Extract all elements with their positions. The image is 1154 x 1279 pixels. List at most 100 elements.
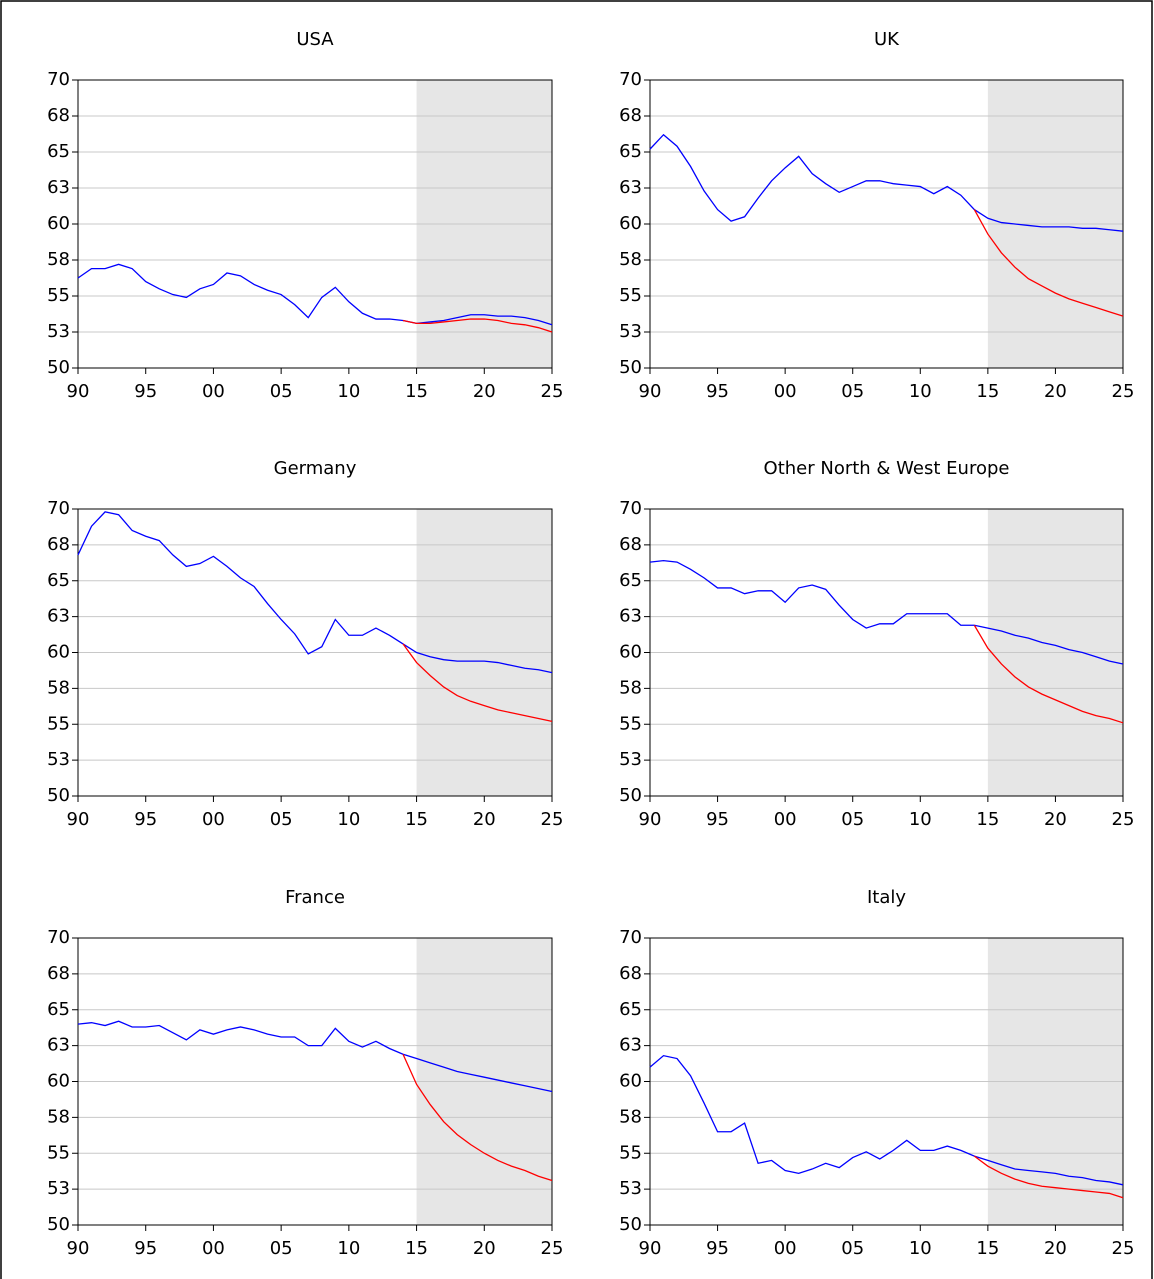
x-tick-label: 10	[337, 381, 360, 402]
x-tick-label: 95	[706, 1238, 729, 1259]
x-tick-label: 15	[976, 1238, 999, 1259]
plot-frame	[77, 79, 553, 369]
x-tick-label: 15	[976, 809, 999, 830]
x-tick-label: 00	[202, 1238, 225, 1259]
y-tick-label: 55	[47, 1142, 70, 1163]
y-tick-label: 53	[619, 1178, 642, 1199]
panel-title: UK	[874, 29, 900, 50]
x-tick-label: 15	[405, 809, 428, 830]
y-tick-label: 68	[619, 963, 642, 984]
y-tick-label: 65	[47, 999, 70, 1020]
plot-frame	[649, 508, 1124, 797]
x-tick-label: 90	[67, 809, 90, 830]
x-tick-label: 90	[639, 809, 662, 830]
y-tick-label: 50	[47, 1214, 70, 1235]
series-line	[77, 511, 553, 674]
y-tick-label: 60	[47, 642, 70, 663]
y-tick-label: 55	[47, 285, 70, 306]
y-tick-label: 70	[619, 69, 642, 90]
panel-title: Other North & West Europe	[764, 458, 1010, 479]
y-tick-label: 70	[619, 498, 642, 519]
y-tick-label: 50	[619, 357, 642, 378]
x-tick-label: 00	[774, 381, 797, 402]
x-tick-label: 20	[1044, 381, 1067, 402]
x-tick-label: 00	[202, 381, 225, 402]
y-tick-label: 50	[47, 357, 70, 378]
y-tick-label: 65	[619, 570, 642, 591]
x-tick-label: 25	[541, 1238, 564, 1259]
series-line	[649, 1054, 1124, 1186]
y-tick-label: 58	[47, 1106, 70, 1127]
x-tick-label: 25	[1112, 1238, 1135, 1259]
x-tick-label: 20	[1044, 809, 1067, 830]
series-line	[973, 624, 1124, 724]
y-tick-label: 63	[619, 177, 642, 198]
x-tick-label: 10	[909, 809, 932, 830]
y-tick-label: 60	[619, 1071, 642, 1092]
y-tick-label: 58	[619, 1106, 642, 1127]
x-tick-label: 10	[337, 1238, 360, 1259]
series-line	[973, 209, 1124, 317]
x-tick-label: 15	[405, 381, 428, 402]
y-tick-label: 50	[47, 785, 70, 806]
series-line	[77, 263, 553, 326]
x-tick-label: 95	[134, 809, 157, 830]
x-tick-label: 25	[1112, 381, 1135, 402]
panel-title: Germany	[274, 458, 357, 479]
y-tick-label: 58	[619, 249, 642, 270]
x-tick-label: 20	[473, 381, 496, 402]
panel-title: Italy	[867, 887, 906, 908]
x-tick-label: 20	[473, 809, 496, 830]
y-tick-label: 53	[619, 749, 642, 770]
series-line	[649, 133, 1124, 232]
x-tick-label: 05	[841, 1238, 864, 1259]
y-tick-label: 68	[47, 105, 70, 126]
x-tick-label: 15	[976, 381, 999, 402]
y-tick-label: 58	[47, 249, 70, 270]
y-tick-label: 55	[47, 713, 70, 734]
y-tick-label: 53	[619, 321, 642, 342]
plot-frame	[77, 508, 553, 797]
y-tick-label: 63	[47, 606, 70, 627]
x-tick-label: 05	[270, 1238, 293, 1259]
x-tick-label: 05	[270, 809, 293, 830]
y-tick-label: 63	[619, 1035, 642, 1056]
y-tick-label: 70	[619, 927, 642, 948]
series-line	[402, 318, 553, 333]
y-tick-label: 58	[619, 677, 642, 698]
x-tick-label: 20	[473, 1238, 496, 1259]
x-tick-label: 25	[541, 381, 564, 402]
x-tick-label: 95	[134, 1238, 157, 1259]
x-tick-label: 95	[706, 809, 729, 830]
x-tick-label: 05	[841, 809, 864, 830]
x-tick-label: 15	[405, 1238, 428, 1259]
y-tick-label: 53	[47, 321, 70, 342]
series-line	[973, 1155, 1124, 1199]
y-tick-label: 65	[47, 570, 70, 591]
x-tick-label: 00	[202, 809, 225, 830]
series-line	[77, 1020, 553, 1093]
y-tick-label: 63	[619, 606, 642, 627]
plot-frame	[649, 79, 1124, 369]
y-tick-label: 68	[47, 963, 70, 984]
y-tick-label: 68	[619, 105, 642, 126]
y-tick-label: 70	[47, 69, 70, 90]
x-tick-label: 20	[1044, 1238, 1067, 1259]
y-tick-label: 50	[619, 1214, 642, 1235]
x-tick-label: 95	[134, 381, 157, 402]
y-tick-label: 55	[619, 1142, 642, 1163]
x-tick-label: 00	[774, 1238, 797, 1259]
y-tick-label: 60	[47, 213, 70, 234]
y-tick-label: 53	[47, 1178, 70, 1199]
y-tick-label: 68	[619, 534, 642, 555]
x-tick-label: 25	[541, 809, 564, 830]
y-tick-label: 60	[619, 213, 642, 234]
y-tick-label: 60	[619, 642, 642, 663]
panel-title: France	[285, 887, 345, 908]
y-tick-label: 70	[47, 498, 70, 519]
series-line	[402, 643, 553, 723]
y-tick-label: 70	[47, 927, 70, 948]
x-tick-label: 05	[841, 381, 864, 402]
